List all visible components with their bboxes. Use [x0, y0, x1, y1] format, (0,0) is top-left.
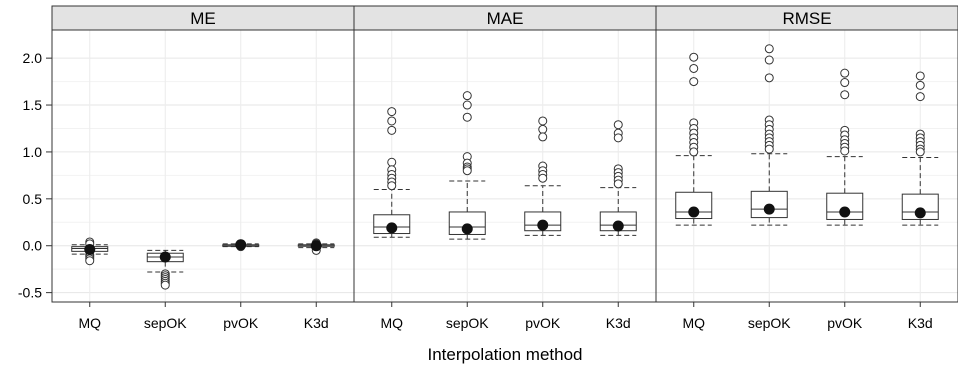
box-mq: MQ [71, 237, 109, 331]
y-tick-label: -0.5 [18, 285, 42, 301]
outlier-point [160, 280, 170, 290]
box-k3d: K3d [901, 71, 939, 331]
y-tick-label: 1.5 [23, 97, 43, 113]
box-pvok: pvOK [524, 116, 562, 331]
mean-point [461, 223, 473, 235]
outlier-point [613, 179, 623, 189]
outlier-point [538, 116, 548, 126]
panel-strip [353, 5, 657, 31]
outlier-point [764, 44, 774, 54]
outlier-point [915, 147, 925, 157]
x-tick-label: sepOK [144, 315, 187, 331]
outlier-point [840, 78, 850, 88]
y-tick-label: 0.5 [23, 191, 43, 207]
outlier-point [462, 100, 472, 110]
x-tick-label: MQ [682, 315, 705, 331]
panel-title: ME [190, 9, 216, 28]
outlier-point [764, 73, 774, 83]
box-pvok: pvOK [826, 68, 864, 331]
y-tick-label: 2.0 [23, 50, 43, 66]
panel-rmse: RMSE MQ sepOK pvOK K3d [655, 5, 958, 331]
outlier-point [613, 120, 623, 130]
outlier-point [538, 132, 548, 142]
outlier-point [538, 173, 548, 183]
x-tick-label: K3d [908, 315, 933, 331]
x-tick-label: MQ [78, 315, 101, 331]
outlier-point [387, 181, 397, 191]
y-tick-label: 1.0 [23, 144, 43, 160]
mean-point [159, 251, 171, 263]
y-tick-label: 0.0 [23, 238, 43, 254]
outlier-point [387, 116, 397, 126]
panel-border [353, 29, 657, 303]
outlier-point [462, 91, 472, 101]
box-sepok: sepOK [144, 249, 187, 331]
panel-strip [51, 5, 355, 31]
panel-border [655, 29, 958, 303]
outlier-point [613, 133, 623, 143]
panel-mae: MAE MQ sepOK pvOK K3d [353, 5, 657, 331]
mean-point [688, 206, 700, 218]
box-mq: MQ [675, 52, 713, 331]
box-sepok: sepOK [446, 91, 489, 331]
outlier-point [462, 166, 472, 176]
mean-point [612, 220, 624, 232]
outlier-point [915, 92, 925, 102]
outlier-point [764, 144, 774, 154]
outlier-point [915, 71, 925, 81]
mean-point [537, 219, 549, 231]
x-tick-label: MQ [380, 315, 403, 331]
mean-point [84, 243, 96, 255]
panel-title: RMSE [782, 9, 831, 28]
x-tick-label: K3d [606, 315, 631, 331]
x-tick-label: pvOK [525, 315, 561, 331]
outlier-point [689, 147, 699, 157]
mean-point [763, 203, 775, 215]
plot-layer: ME MQ sepOK pvOK K3d MAE MQ sepOK pvOK K3d RMSE MQ s… [51, 5, 958, 331]
mean-point [839, 206, 851, 218]
mean-point [235, 239, 247, 251]
x-tick-label: sepOK [446, 315, 489, 331]
outlier-point [689, 63, 699, 73]
box-iqr [448, 211, 486, 235]
outlier-point [387, 125, 397, 135]
outlier-point [538, 124, 548, 134]
box-pvok: pvOK [222, 239, 260, 331]
panel-title: MAE [487, 9, 524, 28]
box-sepok: sepOK [748, 44, 791, 331]
outlier-point [840, 68, 850, 78]
outlier-point [387, 157, 397, 167]
x-axis-title: Interpolation method [428, 345, 583, 364]
panel-me: ME MQ sepOK pvOK K3d [51, 5, 355, 331]
outlier-point [764, 55, 774, 65]
box-mq: MQ [373, 107, 411, 331]
outlier-point [462, 112, 472, 122]
outlier-point [915, 80, 925, 90]
outlier-point [840, 146, 850, 156]
x-tick-label: K3d [304, 315, 329, 331]
box-k3d: K3d [297, 238, 335, 331]
outlier-point [387, 107, 397, 117]
panel-border [51, 29, 355, 303]
mean-point [310, 240, 322, 252]
x-tick-label: pvOK [827, 315, 863, 331]
outlier-point [689, 77, 699, 87]
box-k3d: K3d [599, 120, 637, 331]
outlier-point [840, 90, 850, 100]
outlier-point [689, 52, 699, 62]
mean-point [914, 207, 926, 219]
mean-point [386, 222, 398, 234]
y-axis: -0.5 0.0 0.5 1.0 1.5 2.0 [18, 50, 52, 301]
panel-strip [655, 5, 958, 31]
outlier-point [85, 256, 95, 266]
x-tick-label: pvOK [223, 315, 259, 331]
x-tick-label: sepOK [748, 315, 791, 331]
